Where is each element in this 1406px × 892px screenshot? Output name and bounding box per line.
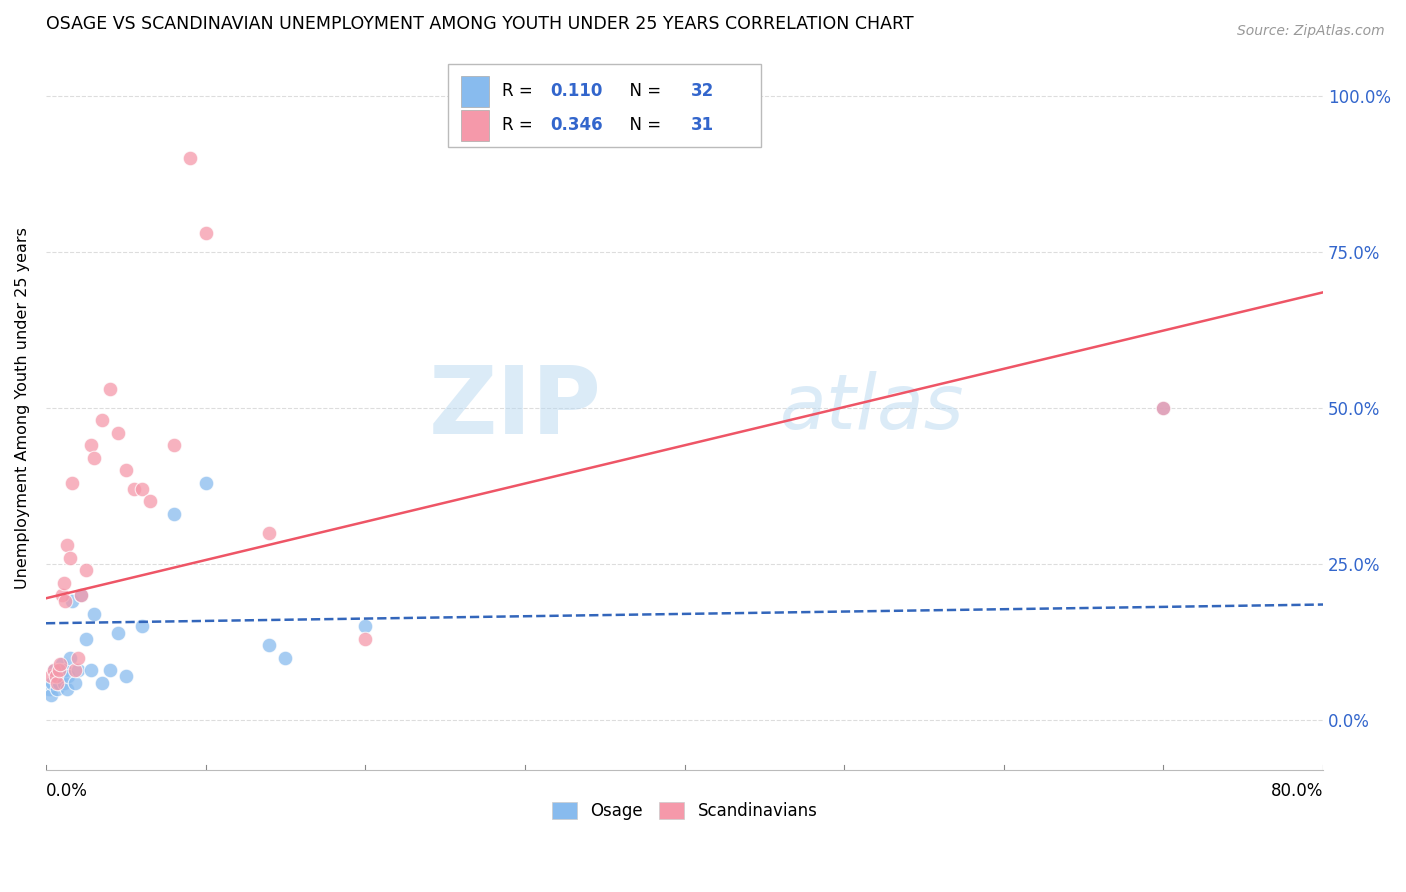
Point — [1153, 401, 1175, 415]
Point — [51, 657, 73, 671]
Text: R =: R = — [502, 116, 538, 135]
Point — [259, 638, 281, 652]
Text: N =: N = — [620, 116, 666, 135]
Point — [114, 463, 136, 477]
Point — [114, 669, 136, 683]
Point — [75, 632, 97, 646]
Point — [38, 681, 60, 696]
Point — [354, 619, 377, 633]
Legend: Osage, Scandinavians: Osage, Scandinavians — [546, 796, 824, 827]
Point — [1153, 401, 1175, 415]
Point — [60, 475, 83, 490]
Point — [107, 425, 129, 440]
Point — [51, 588, 73, 602]
Point — [42, 663, 65, 677]
Point — [46, 675, 69, 690]
Point — [79, 438, 101, 452]
Y-axis label: Unemployment Among Youth under 25 years: Unemployment Among Youth under 25 years — [15, 227, 30, 589]
Point — [75, 563, 97, 577]
Bar — [461, 110, 489, 141]
Point — [55, 681, 77, 696]
Bar — [461, 76, 489, 106]
Point — [83, 450, 105, 465]
Point — [122, 482, 145, 496]
Point — [98, 663, 121, 677]
Text: Source: ZipAtlas.com: Source: ZipAtlas.com — [1237, 24, 1385, 38]
Point — [107, 625, 129, 640]
Point — [90, 413, 112, 427]
Point — [49, 657, 72, 671]
Text: N =: N = — [620, 82, 666, 100]
Text: atlas: atlas — [780, 371, 965, 445]
Point — [42, 663, 65, 677]
Text: ZIP: ZIP — [429, 362, 602, 454]
Point — [70, 588, 93, 602]
Point — [163, 438, 186, 452]
Text: 80.0%: 80.0% — [1271, 782, 1323, 800]
Text: R =: R = — [502, 82, 538, 100]
Point — [52, 675, 75, 690]
Point — [58, 669, 80, 683]
Point — [53, 663, 76, 677]
Point — [79, 663, 101, 677]
Point — [48, 663, 70, 677]
Point — [66, 650, 89, 665]
Text: OSAGE VS SCANDINAVIAN UNEMPLOYMENT AMONG YOUTH UNDER 25 YEARS CORRELATION CHART: OSAGE VS SCANDINAVIAN UNEMPLOYMENT AMONG… — [46, 15, 914, 33]
Point — [179, 151, 201, 165]
Point — [131, 619, 153, 633]
Point — [39, 688, 62, 702]
Point — [90, 675, 112, 690]
Text: 0.346: 0.346 — [551, 116, 603, 135]
Point — [45, 669, 67, 683]
Point — [274, 650, 297, 665]
Point — [194, 226, 217, 240]
Text: 31: 31 — [690, 116, 714, 135]
Point — [41, 675, 63, 690]
Point — [48, 675, 70, 690]
Point — [49, 669, 72, 683]
Point — [45, 669, 67, 683]
Point — [139, 494, 162, 508]
Point — [53, 594, 76, 608]
Point — [52, 575, 75, 590]
Point — [131, 482, 153, 496]
Point — [66, 663, 89, 677]
Bar — [449, 63, 761, 147]
Point — [194, 475, 217, 490]
Point — [59, 550, 82, 565]
Point — [163, 507, 186, 521]
Text: 0.110: 0.110 — [551, 82, 603, 100]
Point — [70, 588, 93, 602]
Point — [63, 675, 86, 690]
Point — [39, 669, 62, 683]
Text: 32: 32 — [690, 82, 714, 100]
Point — [259, 525, 281, 540]
Point — [83, 607, 105, 621]
Point — [354, 632, 377, 646]
Point — [60, 594, 83, 608]
Point — [98, 382, 121, 396]
Point — [63, 663, 86, 677]
Point — [59, 650, 82, 665]
Point — [46, 681, 69, 696]
Text: 0.0%: 0.0% — [46, 782, 87, 800]
Point — [55, 538, 77, 552]
